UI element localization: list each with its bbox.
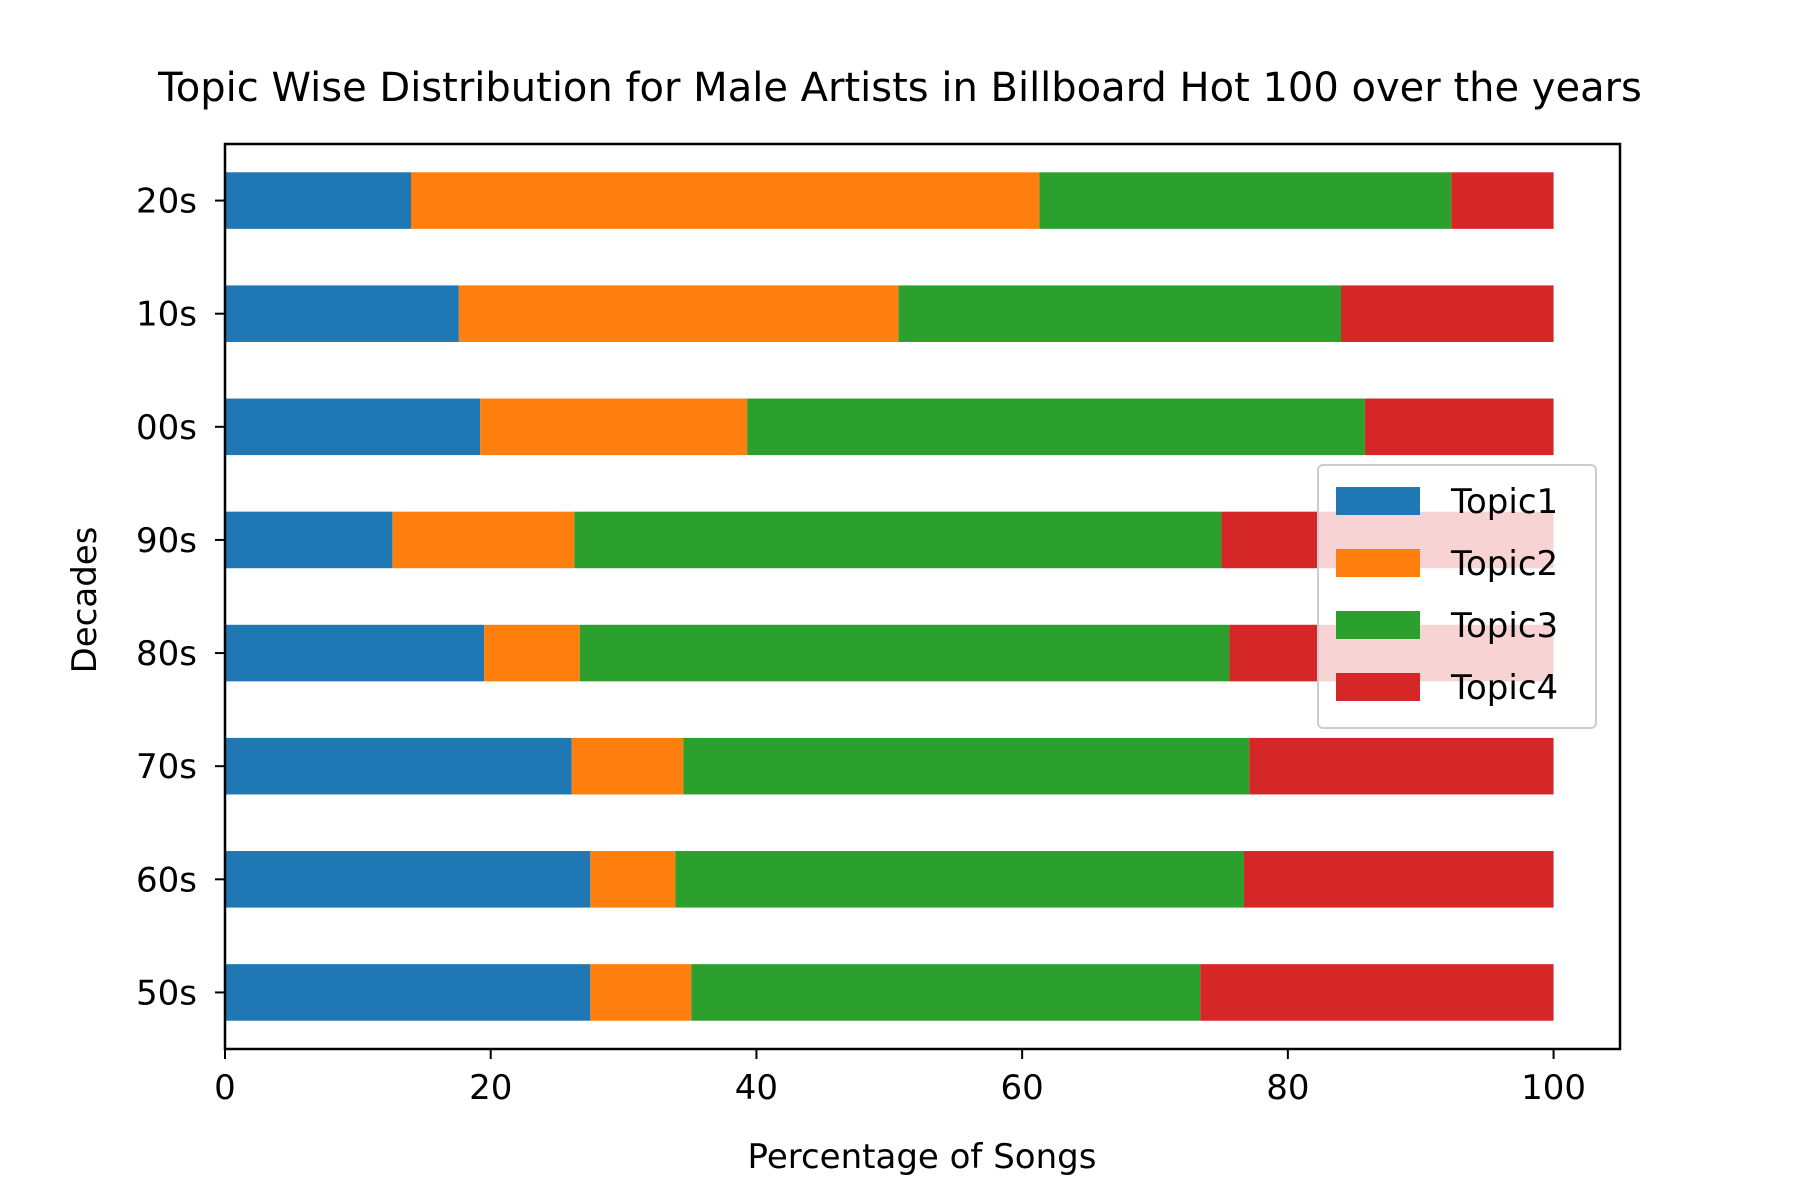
bar-80s-topic2 xyxy=(484,624,580,682)
legend-swatch-topic3 xyxy=(1336,611,1420,639)
bar-20s-topic1 xyxy=(225,172,411,229)
bar-70s-topic4 xyxy=(1249,737,1554,795)
legend-label-topic4: Topic4 xyxy=(1450,668,1558,708)
chart-title: Topic Wise Distribution for Male Artists… xyxy=(157,65,1642,111)
plot-frame xyxy=(223,142,1622,1051)
bar-70s-topic1 xyxy=(225,737,572,795)
bar-60s-topic2 xyxy=(590,851,676,908)
bar-20s-topic3 xyxy=(1039,172,1452,229)
x-tick-label: 40 xyxy=(735,1068,778,1108)
x-tick-label: 80 xyxy=(1266,1068,1309,1108)
legend-frame xyxy=(1317,464,1597,729)
bar-50s-topic1 xyxy=(225,964,591,1021)
y-tick-label: 90s xyxy=(136,521,197,561)
bar-90s-topic1 xyxy=(225,511,393,569)
legend-swatch-topic4 xyxy=(1336,673,1420,701)
x-tick-label: 100 xyxy=(1521,1068,1586,1108)
legend-label-topic1: Topic1 xyxy=(1450,482,1558,522)
bar-10s-topic1 xyxy=(225,285,459,342)
bar-10s-topic3 xyxy=(898,285,1341,342)
bar-00s-topic3 xyxy=(747,398,1365,456)
bar-20s-topic4 xyxy=(1451,172,1554,229)
x-tick-label: 60 xyxy=(1001,1068,1044,1108)
bar-50s-topic2 xyxy=(590,964,692,1021)
bar-00s-topic4 xyxy=(1364,398,1554,456)
x-tick-label: 0 xyxy=(214,1068,236,1108)
x-tick-label: 20 xyxy=(469,1068,512,1108)
bar-50s-topic4 xyxy=(1200,964,1554,1021)
bar-80s-topic3 xyxy=(579,624,1230,682)
x-axis-ticks: 0 20 40 60 80 100 xyxy=(214,1049,1586,1108)
bar-80s-topic1 xyxy=(225,624,485,682)
bars-layer xyxy=(225,172,1554,1021)
y-tick-label: 60s xyxy=(136,860,197,900)
y-tick-label: 50s xyxy=(136,973,197,1013)
bar-10s-topic4 xyxy=(1341,285,1554,342)
y-tick-label: 80s xyxy=(136,634,197,674)
bar-60s-topic3 xyxy=(675,851,1245,908)
legend-swatch-topic1 xyxy=(1336,487,1420,515)
legend-label-topic2: Topic2 xyxy=(1450,544,1558,584)
legend-label-topic3: Topic3 xyxy=(1450,606,1558,646)
legend: Topic1 Topic2 Topic3 Topic4 xyxy=(1317,464,1597,729)
y-tick-label: 00s xyxy=(136,408,197,448)
bar-70s-topic2 xyxy=(571,737,684,795)
bar-90s-topic2 xyxy=(392,511,575,569)
bar-70s-topic3 xyxy=(683,737,1250,795)
x-axis-label: Percentage of Songs xyxy=(748,1137,1097,1177)
y-tick-label: 10s xyxy=(136,295,197,335)
bar-10s-topic2 xyxy=(458,285,899,342)
bar-00s-topic2 xyxy=(480,398,748,456)
bar-60s-topic1 xyxy=(225,851,591,908)
bar-60s-topic4 xyxy=(1244,851,1554,908)
y-axis-ticks: 50s 60s 70s 80s 90s 00s 10s 20s xyxy=(136,182,225,1013)
bar-00s-topic1 xyxy=(225,398,481,456)
y-tick-label: 20s xyxy=(136,182,197,222)
bar-90s-topic3 xyxy=(574,511,1222,569)
legend-swatch-topic2 xyxy=(1336,549,1420,577)
y-axis-label: Decades xyxy=(65,527,105,674)
y-tick-label: 70s xyxy=(136,747,197,787)
bar-50s-topic3 xyxy=(691,964,1201,1021)
bar-20s-topic2 xyxy=(411,172,1040,229)
